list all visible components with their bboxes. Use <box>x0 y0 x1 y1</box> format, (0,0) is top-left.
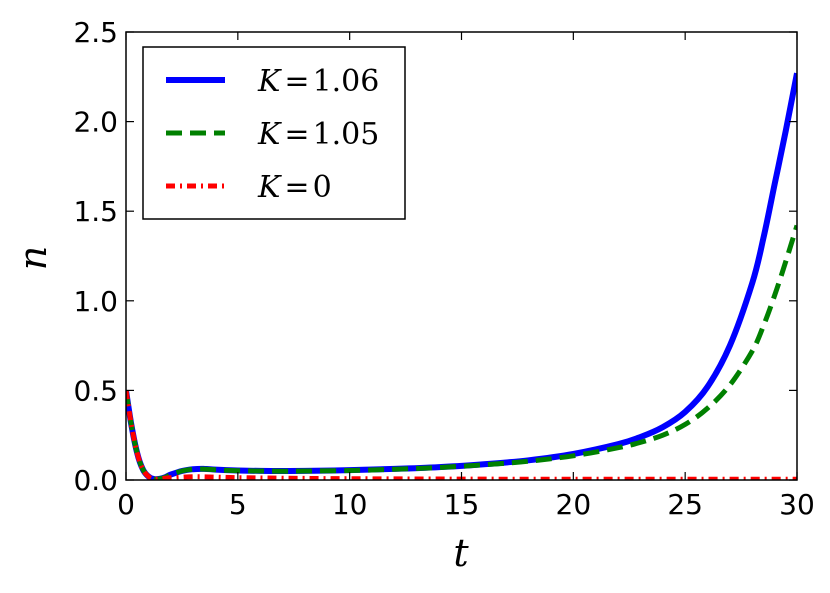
x-axis-label: t <box>453 531 469 575</box>
x-tick-label: 5 <box>229 488 247 521</box>
legend-label-1: K = 1.05 <box>257 117 379 152</box>
y-tick-label: 2.0 <box>73 106 118 139</box>
y-tick-label: 0.5 <box>73 374 118 407</box>
y-tick-label: 2.5 <box>73 16 118 49</box>
legend-value: 1.05 <box>313 117 380 152</box>
legend-equals: = <box>284 170 309 205</box>
x-tick-label: 30 <box>779 488 815 521</box>
x-tick-label: 15 <box>444 488 480 521</box>
legend-label-0: K = 1.06 <box>257 64 379 99</box>
y-tick-label: 1.5 <box>73 195 118 228</box>
legend-box <box>142 46 406 220</box>
legend-label-2: K = 0 <box>257 170 332 205</box>
legend-var: K <box>257 170 282 205</box>
legend-value: 1.06 <box>313 64 380 99</box>
x-tick-label: 20 <box>556 488 592 521</box>
x-tick-label: 0 <box>117 488 135 521</box>
ticks-layer: 0 5 10 15 20 25 30 0.0 0.5 1.0 1.5 2.0 2.5 <box>73 16 814 521</box>
y-tick-label: 1.0 <box>73 285 118 318</box>
legend-equals: = <box>284 117 309 152</box>
x-tick-label: 25 <box>667 488 703 521</box>
series-line-1 <box>126 224 797 480</box>
legend-var: K <box>257 117 282 152</box>
legend-equals: = <box>284 64 309 99</box>
legend-value: 0 <box>313 170 332 205</box>
legend-var: K <box>257 64 282 99</box>
y-tick-label: 0.0 <box>73 464 118 497</box>
y-axis-label: n <box>11 246 55 270</box>
x-tick-label: 10 <box>332 488 368 521</box>
legend: K = 1.06K = 1.05K = 0 <box>142 46 406 220</box>
